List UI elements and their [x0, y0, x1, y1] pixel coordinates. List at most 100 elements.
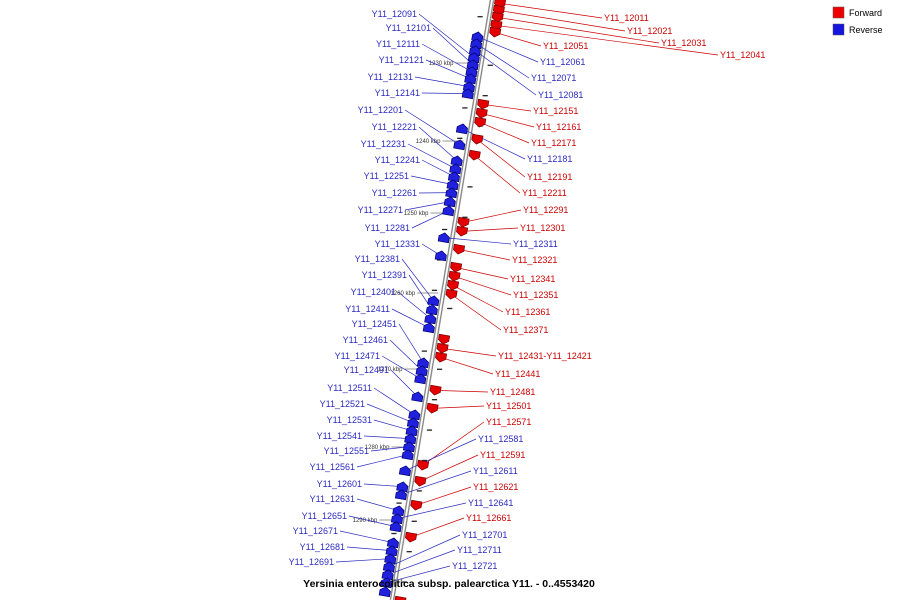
- gene-label-Y11_12171[interactable]: Y11_12171: [531, 138, 576, 148]
- gene-arrow-Y11_12471[interactable]: [414, 373, 427, 385]
- gene-label-Y11_12101[interactable]: Y11_12101: [386, 23, 431, 33]
- gene-arrow-Y11_12241[interactable]: [447, 171, 460, 183]
- gene-arrow-Y11_12031[interactable]: [491, 11, 504, 23]
- gene-arrow-Y11_12231[interactable]: [449, 163, 462, 175]
- gene-shape[interactable]: [392, 505, 405, 517]
- gene-arrow-Y11_12301[interactable]: [456, 225, 469, 237]
- gene-shape[interactable]: [447, 171, 460, 183]
- gene-shape[interactable]: [382, 561, 395, 573]
- gene-arrow-Y11_12261[interactable]: [445, 187, 458, 199]
- gene-arrow-Y11_12671[interactable]: [386, 537, 399, 549]
- gene-shape[interactable]: [468, 149, 481, 161]
- gene-label-Y11_12501[interactable]: Y11_12501: [486, 401, 531, 411]
- gene-shape[interactable]: [436, 342, 449, 354]
- gene-label-Y11_12521[interactable]: Y11_12521: [320, 399, 365, 409]
- gene-arrow-Y11_12531[interactable]: [405, 425, 418, 437]
- gene-shape[interactable]: [437, 232, 450, 244]
- gene-label-Y11_12021[interactable]: Y11_12021: [627, 26, 672, 36]
- gene-label-Y11_12241[interactable]: Y11_12241: [375, 155, 420, 165]
- gene-arrow-Y11_12451[interactable]: [416, 357, 429, 369]
- gene-label-Y11_12601[interactable]: Y11_12601: [317, 479, 362, 489]
- gene-arrow-Y11_12521[interactable]: [406, 417, 419, 429]
- gene-label-Y11_12431[interactable]: Y11_12431-Y11_12421: [498, 351, 592, 361]
- gene-shape[interactable]: [453, 139, 466, 151]
- gene-arrow-Y11_12211[interactable]: [468, 149, 481, 161]
- gene-arrow-Y11_12341[interactable]: [450, 261, 463, 273]
- gene-label-Y11_12331[interactable]: Y11_12331: [375, 239, 420, 249]
- gene-label-Y11_12471[interactable]: Y11_12471: [335, 351, 380, 361]
- gene-arrow-Y11_12461[interactable]: [415, 365, 428, 377]
- gene-label-Y11_12651[interactable]: Y11_12651: [302, 511, 347, 521]
- gene-label-Y11_12581[interactable]: Y11_12581: [478, 434, 523, 444]
- gene-label-Y11_12541[interactable]: Y11_12541: [317, 431, 362, 441]
- gene-shape[interactable]: [475, 107, 488, 119]
- gene-label-Y11_12321[interactable]: Y11_12321: [512, 255, 557, 265]
- gene-arrow-Y11_12401[interactable]: [424, 313, 437, 325]
- gene-arrow-Y11_12581[interactable]: [398, 465, 411, 477]
- gene-arrow-Y11_12311[interactable]: [437, 232, 450, 244]
- gene-arrow-Y11_12371[interactable]: [445, 288, 458, 300]
- gene-shape[interactable]: [384, 553, 397, 565]
- gene-label-Y11_12701[interactable]: Y11_12701: [462, 530, 507, 540]
- gene-arrow-Y11_12621[interactable]: [410, 499, 423, 511]
- gene-label-Y11_12041[interactable]: Y11_12041: [720, 50, 765, 60]
- gene-arrow-Y11_12511[interactable]: [408, 409, 421, 421]
- gene-label-Y11_12271[interactable]: Y11_12271: [358, 205, 403, 215]
- gene-arrow-Y11_12541[interactable]: [404, 433, 417, 445]
- gene-label-Y11_12251[interactable]: Y11_12251: [364, 171, 409, 181]
- gene-label-Y11_12221[interactable]: Y11_12221: [372, 122, 417, 132]
- gene-arrow-Y11_12121[interactable]: [464, 73, 477, 85]
- gene-label-Y11_12141[interactable]: Y11_12141: [375, 88, 420, 98]
- gene-arrow-Y11_12271[interactable]: [443, 196, 456, 208]
- gene-arrow-Y11_12171[interactable]: [474, 116, 487, 128]
- gene-shape[interactable]: [455, 123, 468, 135]
- gene-label-Y11_12371[interactable]: Y11_12371: [503, 325, 548, 335]
- gene-label-Y11_12211[interactable]: Y11_12211: [522, 188, 567, 198]
- gene-label-Y11_12291[interactable]: Y11_12291: [523, 205, 568, 215]
- gene-arrow-Y11_12681[interactable]: [385, 545, 398, 557]
- gene-shape[interactable]: [422, 322, 435, 334]
- gene-shape[interactable]: [378, 586, 391, 598]
- gene-arrow-Y11_12691[interactable]: [384, 553, 397, 565]
- gene-label-Y11_12111[interactable]: Y11_12111: [376, 39, 420, 49]
- gene-shape[interactable]: [405, 531, 418, 543]
- gene-arrow-Y11_12051[interactable]: [489, 26, 502, 38]
- gene-shape[interactable]: [415, 365, 428, 377]
- gene-arrow-Y11_12421[interactable]: [438, 333, 451, 345]
- gene-shape[interactable]: [381, 569, 394, 581]
- gene-shape[interactable]: [434, 250, 447, 262]
- gene-label-Y11_12031[interactable]: Y11_12031: [661, 38, 706, 48]
- gene-shape[interactable]: [394, 595, 407, 600]
- gene-arrow-Y11_12651[interactable]: [389, 521, 402, 533]
- gene-shape[interactable]: [447, 279, 460, 291]
- gene-shape[interactable]: [385, 545, 398, 557]
- gene-shape[interactable]: [477, 98, 490, 110]
- gene-shape[interactable]: [414, 475, 427, 487]
- gene-arrow-Y11_12151[interactable]: [477, 98, 490, 110]
- gene-arrow[interactable]: [378, 586, 391, 598]
- gene-arrow-Y11_12491[interactable]: [411, 391, 424, 403]
- gene-shape[interactable]: [445, 187, 458, 199]
- gene-shape[interactable]: [453, 243, 466, 255]
- gene-arrow-Y11_12641[interactable]: [390, 513, 403, 525]
- gene-arrow-Y11_12661[interactable]: [405, 531, 418, 543]
- gene-label-Y11_12391[interactable]: Y11_12391: [362, 270, 407, 280]
- gene-arrow-Y11_12221[interactable]: [450, 155, 463, 167]
- gene-label-Y11_12091[interactable]: Y11_12091: [372, 9, 417, 19]
- gene-arrow[interactable]: [394, 595, 407, 600]
- gene-arrow-Y11_12281[interactable]: [442, 205, 455, 217]
- gene-arrow-Y11_12601[interactable]: [396, 481, 409, 493]
- gene-shape[interactable]: [425, 304, 438, 316]
- gene-shape[interactable]: [416, 357, 429, 369]
- gene-label-Y11_12311[interactable]: Y11_12311: [513, 239, 558, 249]
- gene-label-Y11_12531[interactable]: Y11_12531: [327, 415, 372, 425]
- gene-shape[interactable]: [398, 465, 411, 477]
- gene-shape[interactable]: [394, 489, 407, 501]
- gene-arrow-Y11_12631[interactable]: [392, 505, 405, 517]
- gene-arrow-Y11_12181[interactable]: [455, 123, 468, 135]
- gene-label-Y11_12011[interactable]: Y11_12011: [604, 13, 649, 23]
- gene-shape[interactable]: [449, 163, 462, 175]
- gene-arrow-Y11_12431[interactable]: [436, 342, 449, 354]
- gene-label-Y11_12301[interactable]: Y11_12301: [520, 223, 565, 233]
- gene-label-Y11_12631[interactable]: Y11_12631: [310, 494, 355, 504]
